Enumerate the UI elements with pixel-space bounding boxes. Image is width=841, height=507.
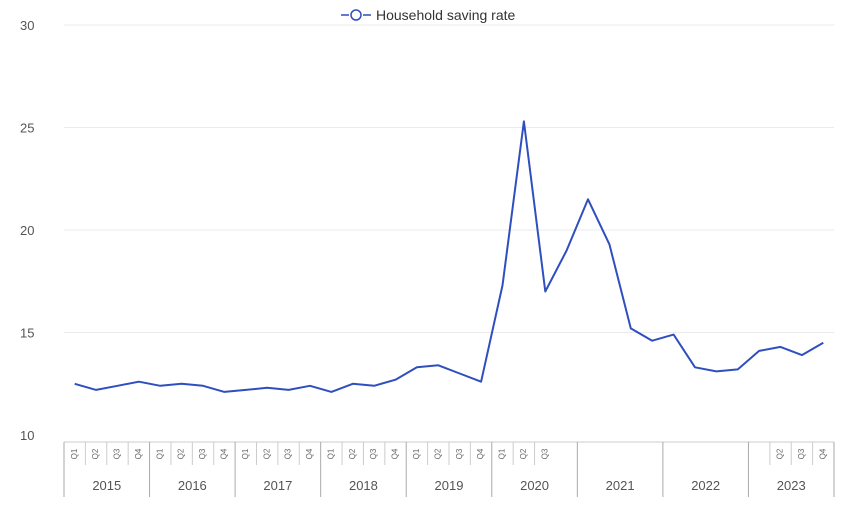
year-label: 2019 xyxy=(435,478,464,493)
data-point[interactable] xyxy=(371,383,377,389)
data-point[interactable] xyxy=(735,366,741,372)
quarter-tick-label: Q1 xyxy=(70,448,79,459)
quarter-tick-label: Q2 xyxy=(262,448,271,459)
data-point[interactable] xyxy=(200,383,206,389)
x-axis: Q1 Q2 Q3 Q4 2015 Q1 Q2 Q3 Q4 2016 Q1 Q2 Q3 Q4 2017 Q1 Q2… xyxy=(63,441,835,497)
legend[interactable]: Household saving rate xyxy=(341,7,516,23)
quarter-tick-label: Q1 xyxy=(498,448,507,459)
y-tick-label: 30 xyxy=(20,18,34,33)
data-point[interactable] xyxy=(478,379,484,385)
y-tick-label: 15 xyxy=(20,326,34,341)
year-label: 2023 xyxy=(777,478,806,493)
data-point[interactable] xyxy=(435,362,441,368)
data-point[interactable] xyxy=(778,344,784,350)
year-label: 2018 xyxy=(349,478,378,493)
quarter-tick-label: Q2 xyxy=(91,448,100,459)
data-point[interactable] xyxy=(136,379,142,385)
quarter-tick-label: Q1 xyxy=(412,448,421,459)
year-label: 2021 xyxy=(606,478,635,493)
data-point[interactable] xyxy=(72,381,78,387)
year-label: 2022 xyxy=(691,478,720,493)
data-point[interactable] xyxy=(713,368,719,374)
quarter-tick-label: Q4 xyxy=(818,448,827,459)
quarter-tick-label: Q3 xyxy=(540,448,549,459)
legend-label: Household saving rate xyxy=(376,7,516,23)
data-point[interactable] xyxy=(179,381,185,387)
data-point[interactable] xyxy=(157,383,163,389)
series-line xyxy=(74,120,824,393)
data-point[interactable] xyxy=(93,387,99,393)
data-point[interactable] xyxy=(628,325,634,331)
data-point[interactable] xyxy=(585,196,591,202)
data-point[interactable] xyxy=(692,364,698,370)
data-point[interactable] xyxy=(221,389,227,395)
data-point[interactable] xyxy=(606,241,612,247)
data-point[interactable] xyxy=(649,338,655,344)
year-label: 2017 xyxy=(263,478,292,493)
quarter-tick-label: Q1 xyxy=(241,448,250,459)
quarter-tick-label: Q3 xyxy=(455,448,464,459)
data-point[interactable] xyxy=(286,387,292,393)
quarter-tick-label: Q2 xyxy=(776,448,785,459)
data-point[interactable] xyxy=(114,383,120,389)
year-label: 2015 xyxy=(92,478,121,493)
data-point[interactable] xyxy=(328,389,334,395)
quarter-tick-label: Q1 xyxy=(326,448,335,459)
quarter-tick-label: Q2 xyxy=(177,448,186,459)
quarter-tick-label: Q3 xyxy=(369,448,378,459)
data-point[interactable] xyxy=(671,332,677,338)
data-point[interactable] xyxy=(799,352,805,358)
quarter-tick-label: Q3 xyxy=(113,448,122,459)
data-point[interactable] xyxy=(264,385,270,391)
quarter-tick-label: Q3 xyxy=(198,448,207,459)
data-point[interactable] xyxy=(307,383,313,389)
y-tick-label: 25 xyxy=(20,121,34,136)
quarter-tick-label: Q3 xyxy=(284,448,293,459)
quarter-tick-label: Q2 xyxy=(433,448,442,459)
quarter-tick-label: Q4 xyxy=(134,448,143,459)
data-point[interactable] xyxy=(499,282,505,288)
data-point[interactable] xyxy=(457,371,463,377)
quarter-tick-label: Q1 xyxy=(155,448,164,459)
quarter-tick-label: Q3 xyxy=(797,448,806,459)
legend-marker-icon xyxy=(350,9,362,21)
data-point[interactable] xyxy=(564,248,570,254)
data-point[interactable] xyxy=(350,381,356,387)
quarter-tick-label: Q2 xyxy=(348,448,357,459)
data-point[interactable] xyxy=(521,118,527,124)
data-point[interactable] xyxy=(243,387,249,393)
grid-lines xyxy=(64,24,834,333)
quarter-tick-label: Q2 xyxy=(519,448,528,459)
quarter-tick-label: Q4 xyxy=(305,448,314,459)
data-point[interactable] xyxy=(820,340,826,346)
data-point[interactable] xyxy=(542,289,548,295)
quarter-tick-label: Q4 xyxy=(220,448,229,459)
data-point[interactable] xyxy=(756,348,762,354)
quarter-tick-label: Q4 xyxy=(391,448,400,459)
y-tick-label: 20 xyxy=(20,223,34,238)
year-label: 2016 xyxy=(178,478,207,493)
data-point[interactable] xyxy=(414,364,420,370)
series-layer xyxy=(72,118,826,395)
data-point[interactable] xyxy=(393,377,399,383)
year-label: 2020 xyxy=(520,478,549,493)
y-tick-label: 10 xyxy=(20,428,34,443)
quarter-tick-label: Q4 xyxy=(476,448,485,459)
y-axis-ticks: 10 15 20 25 30 xyxy=(20,18,34,443)
